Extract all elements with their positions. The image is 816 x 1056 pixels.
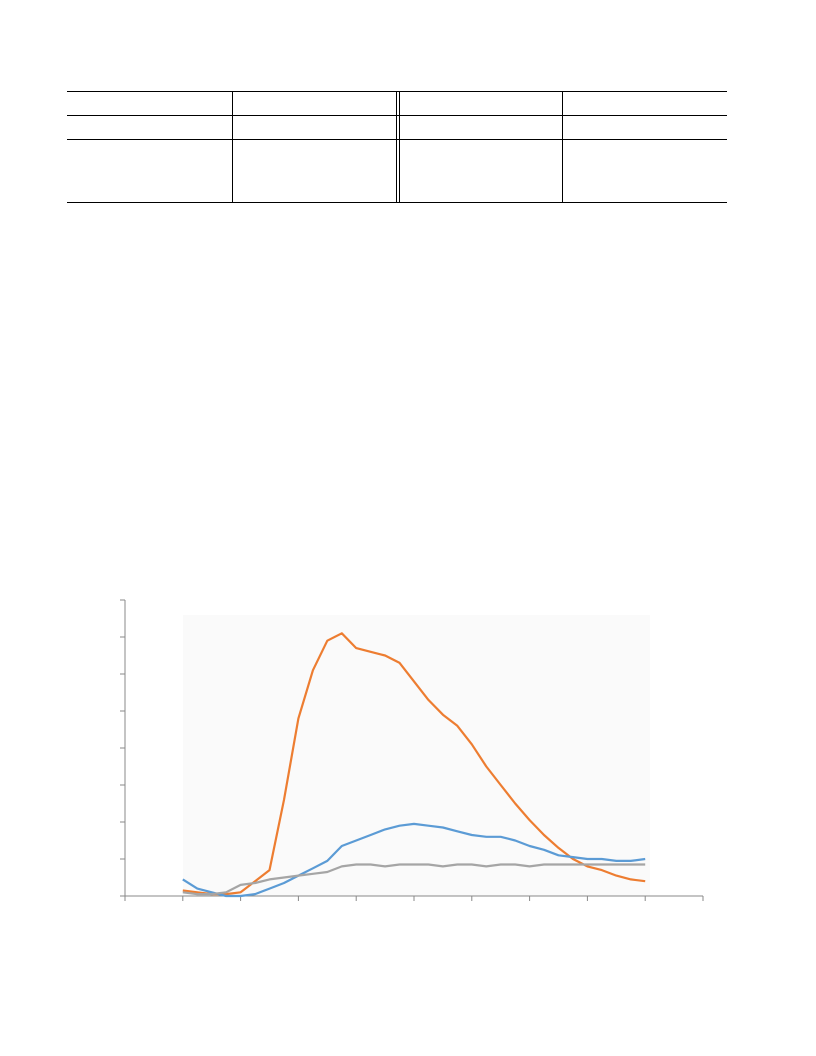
data-line	[182, 863, 646, 896]
chart	[120, 599, 704, 901]
data-line	[182, 822, 646, 898]
data-line	[182, 632, 646, 896]
empty-table	[67, 91, 727, 203]
plot-area	[183, 615, 650, 896]
